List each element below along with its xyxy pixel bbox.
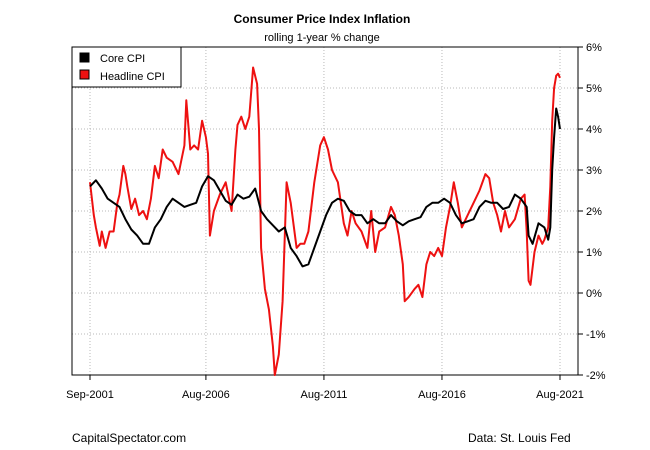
legend-label-headline: Headline CPI <box>100 71 165 83</box>
y-tick-label: 6% <box>586 42 602 54</box>
y-tick-label: 5% <box>586 83 602 95</box>
chart-subtitle: rolling 1-year % change <box>264 32 380 44</box>
y-tick-label: 2% <box>586 206 602 218</box>
x-axis: Sep-2001 Aug-2006 Aug-2011 Aug-2016 Aug-2021 <box>66 375 584 401</box>
y-tick-label: 4% <box>586 124 602 136</box>
x-tick-label: Aug-2011 <box>300 389 347 401</box>
y-tick-label: -1% <box>586 329 606 341</box>
x-tick-label: Sep-2001 <box>66 389 114 401</box>
series-lines <box>89 66 561 376</box>
x-tick-label: Aug-2006 <box>182 389 230 401</box>
y-tick-label: 0% <box>586 288 602 300</box>
legend-label-core: Core CPI <box>100 53 145 65</box>
y-tick-label: 1% <box>586 247 602 259</box>
legend: Core CPI Headline CPI <box>71 46 182 88</box>
y-tick-label: -2% <box>586 370 606 382</box>
legend-box <box>71 46 182 88</box>
source-credit: CapitalSpectator.com <box>72 431 187 445</box>
core-cpi-line <box>89 107 561 268</box>
y-tick-label: 3% <box>586 165 602 177</box>
data-source: Data: St. Louis Fed <box>468 431 571 445</box>
legend-swatch-core <box>79 52 90 63</box>
chart-title: Consumer Price Index Inflation <box>234 12 411 26</box>
legend-swatch-headline <box>79 69 90 80</box>
y-axis: 6% 5% 4% 3% 2% 1% 0% -1% -2% <box>578 42 606 382</box>
headline-cpi-line <box>89 66 561 376</box>
x-tick-label: Aug-2021 <box>536 389 584 401</box>
x-tick-label: Aug-2016 <box>418 389 466 401</box>
